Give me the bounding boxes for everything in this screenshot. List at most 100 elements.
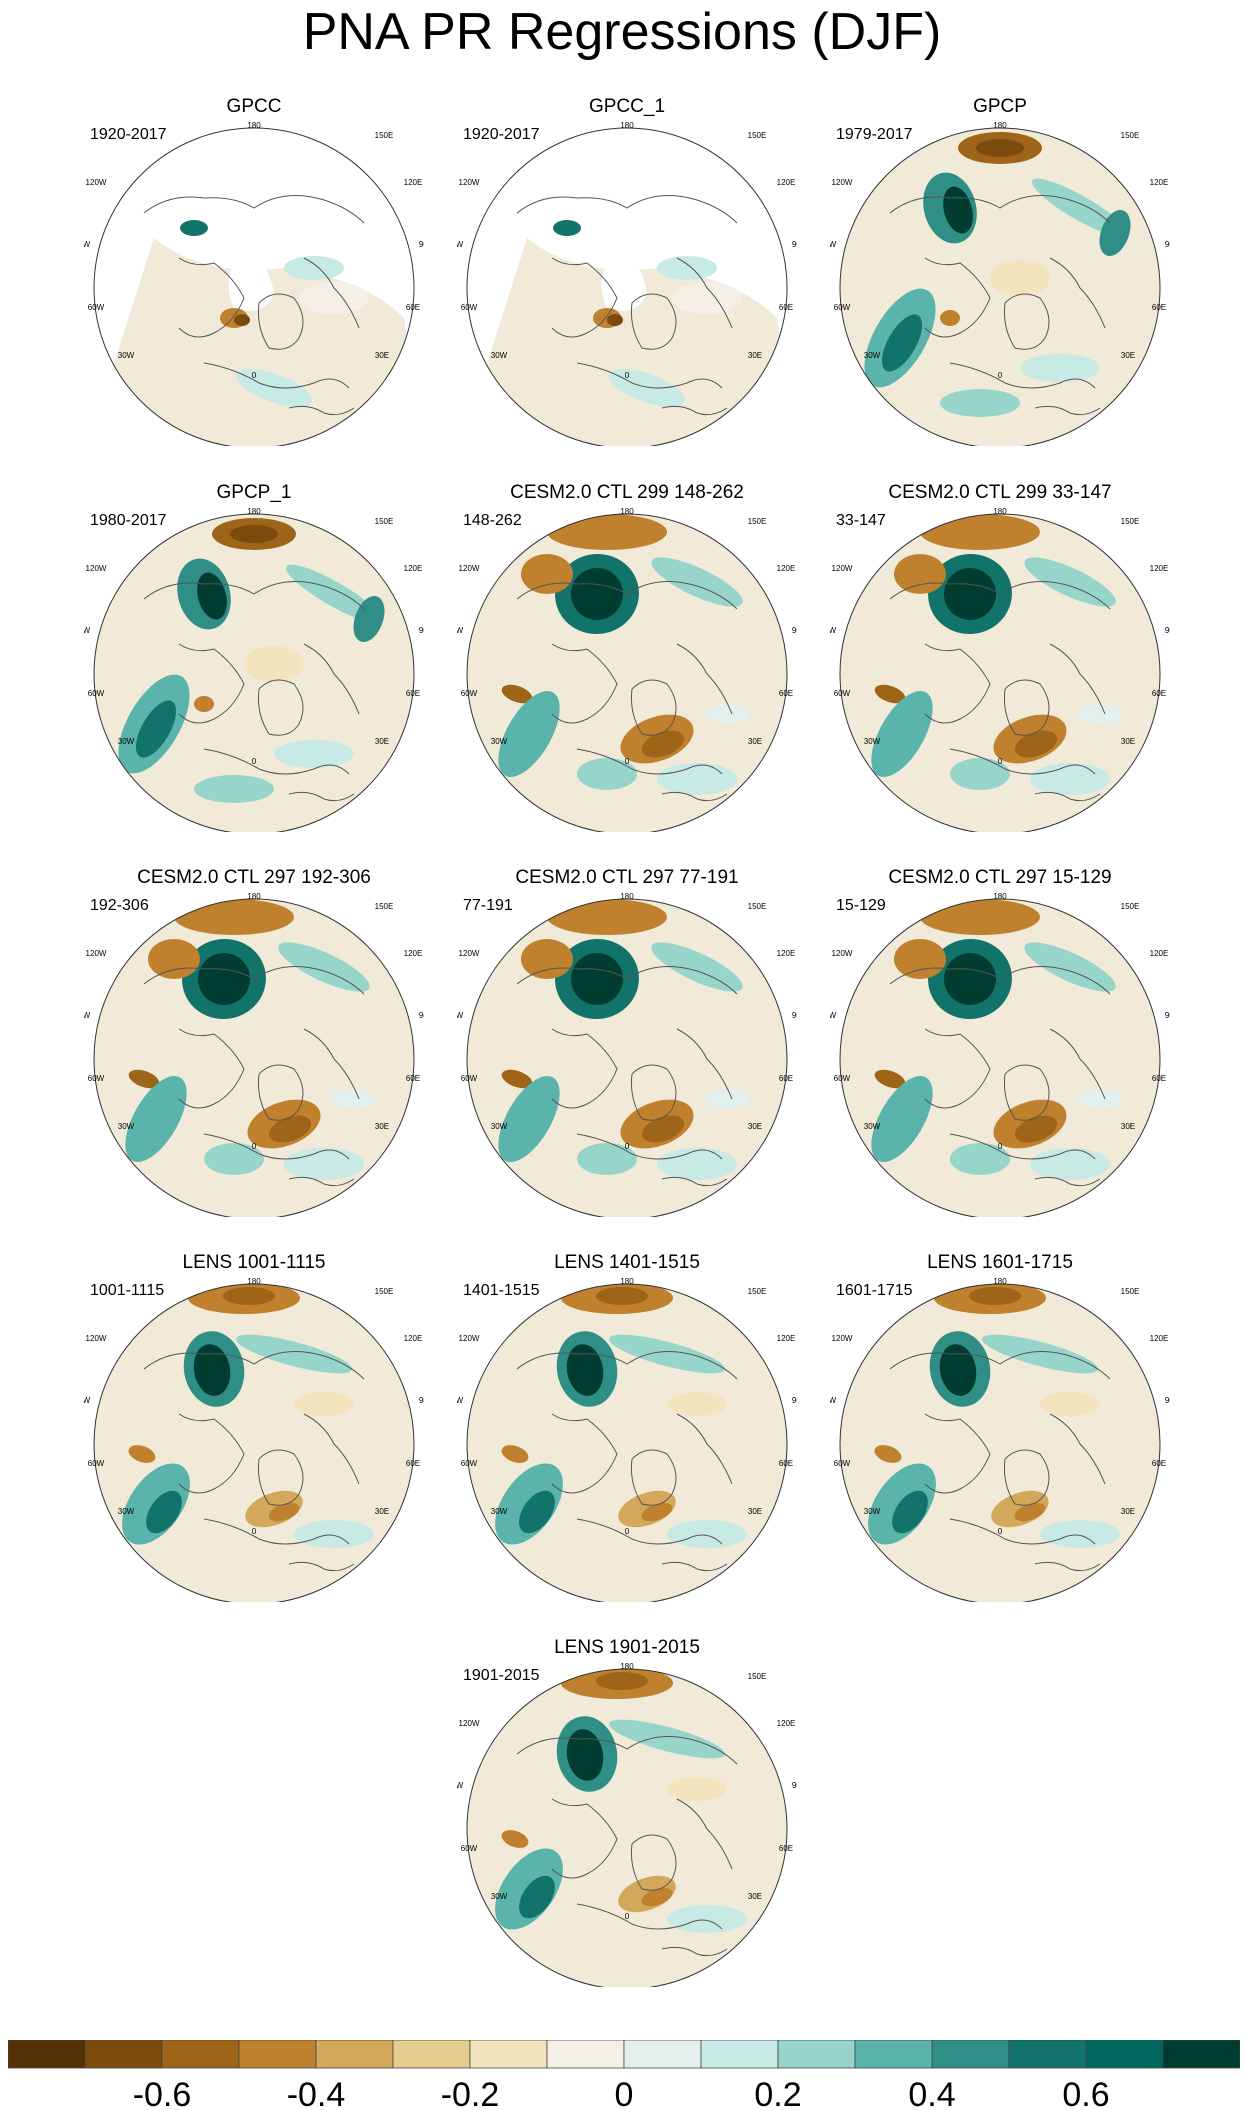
field-anomaly [892,1490,928,1534]
longitude-label: 30E [748,351,762,360]
longitude-label: 180 [993,1277,1007,1286]
panel-title: GPCP_1 [216,482,292,503]
coastline [258,1449,304,1506]
coastline [1049,257,1106,329]
field-anomaly [609,369,685,407]
field-anomaly [566,1729,604,1781]
longitude-label: 90E [419,1396,424,1405]
longitude-label: 180 [247,1277,261,1286]
field-anomaly [234,314,250,326]
field-anomaly [1040,1520,1120,1548]
longitude-label: 0 [625,1142,630,1151]
longitude-label: 60E [1152,303,1166,312]
longitude-label: 0 [252,1142,257,1151]
field-anomaly [1078,1089,1122,1109]
coastline [661,405,728,416]
map-panel: LENS 1601-1715 180 150E 120E 90E 60E 30E 0 30W 6… [830,1252,1170,1602]
coastline [676,257,733,329]
coastline [203,1133,350,1160]
field-anomaly [944,568,996,620]
field-anomaly [608,1334,726,1374]
field-anomaly [547,899,667,935]
longitude-label: 0 [998,371,1003,380]
coastline [924,1028,991,1109]
coastline [1004,679,1050,736]
field-anomaly [519,1490,555,1534]
longitude-label: 90W [830,626,837,635]
coastline [676,1413,733,1485]
polar-map: 180150E120E90E60E30E030W60W90W120W150W [84,507,424,832]
field-anomaly [125,1076,187,1162]
field-anomaly [990,260,1050,296]
coastline [1049,643,1106,715]
field-anomaly [501,1069,533,1089]
map-panel: GPCP 180 150E 120E 90E 60E 30E 0 30W 60W 90W 120W 1… [830,96,1170,446]
longitude-label: 90W [830,1396,837,1405]
panel-years-label: 1920-2017 [88,126,169,144]
field-layer [467,514,787,832]
field-anomaly [1030,1148,1110,1180]
longitude-label: 30W [491,1507,508,1516]
longitude-label: 0 [252,757,257,766]
longitude-label: 60W [461,1074,478,1083]
field-anomaly [577,1143,637,1175]
coastline [576,1133,723,1160]
field-layer [840,514,1160,832]
colorbar-segment [238,2040,317,2069]
coastline [1004,1449,1050,1506]
polar-map: 180150E120E90E60E30E030W60W90W120W150W [830,121,1170,446]
coastline [288,405,355,416]
longitude-label: 120E [1150,949,1169,958]
coastline [949,1133,1096,1160]
coastline [303,1028,360,1100]
longitude-label: 120E [777,564,796,573]
longitude-label: 150E [1121,517,1140,526]
coastline [303,257,360,329]
longitude-label: 30W [118,737,135,746]
longitude-label: 30W [491,351,508,360]
polar-map: 180150E120E90E60E30E030W60W90W120W150W [84,1277,424,1602]
longitude-label: 150E [1121,1287,1140,1296]
field-anomaly [501,1445,529,1463]
map-panel: LENS 1001-1115 180 150E 120E 90E 60E 30E 0 30W 6… [84,1252,424,1602]
panel-years-label: 192-306 [88,897,151,915]
longitude-label: 150E [748,517,767,526]
longitude-label: 120E [404,1334,423,1343]
field-anomaly [940,389,1020,417]
longitude-label: 30W [491,737,508,746]
coastline [576,362,723,389]
panel-title: GPCP [973,96,1027,117]
panel-years-label: 1401-1515 [461,1282,542,1300]
field-anomaly [146,1490,182,1534]
polar-map: 180150E120E90E60E30E030W60W90W120W150W [457,1277,797,1602]
longitude-label: 60W [834,303,851,312]
coastline [576,1518,723,1545]
longitude-label: 120E [404,564,423,573]
longitude-label: 30E [748,1892,762,1901]
coastline [1049,1413,1106,1485]
longitude-label: 90W [830,1011,837,1020]
coastline [661,791,728,802]
field-anomaly [299,282,369,314]
field-anomaly [871,1076,933,1162]
colorbar-segment [315,2040,394,2069]
longitude-label: 90E [1165,1011,1170,1020]
longitude-label: 180 [620,892,634,901]
longitude-label: 120E [777,1719,796,1728]
field-anomaly [894,939,946,979]
longitude-label: 90E [1165,1396,1170,1405]
longitude-label: 90W [457,1011,464,1020]
longitude-label: 120W [86,949,107,958]
coastline [143,195,365,224]
longitude-label: 0 [625,1527,630,1536]
panel-title: CESM2.0 CTL 299 33-147 [888,482,1112,503]
field-anomaly [244,646,304,682]
field-anomaly [939,1344,977,1396]
field-anomaly [235,1334,353,1374]
longitude-label: 60E [779,1844,793,1853]
coastline [889,581,1111,610]
map-frame [466,127,788,446]
longitude-label: 90E [792,240,797,249]
map-frame [839,898,1161,1217]
field-anomaly [641,1115,685,1143]
